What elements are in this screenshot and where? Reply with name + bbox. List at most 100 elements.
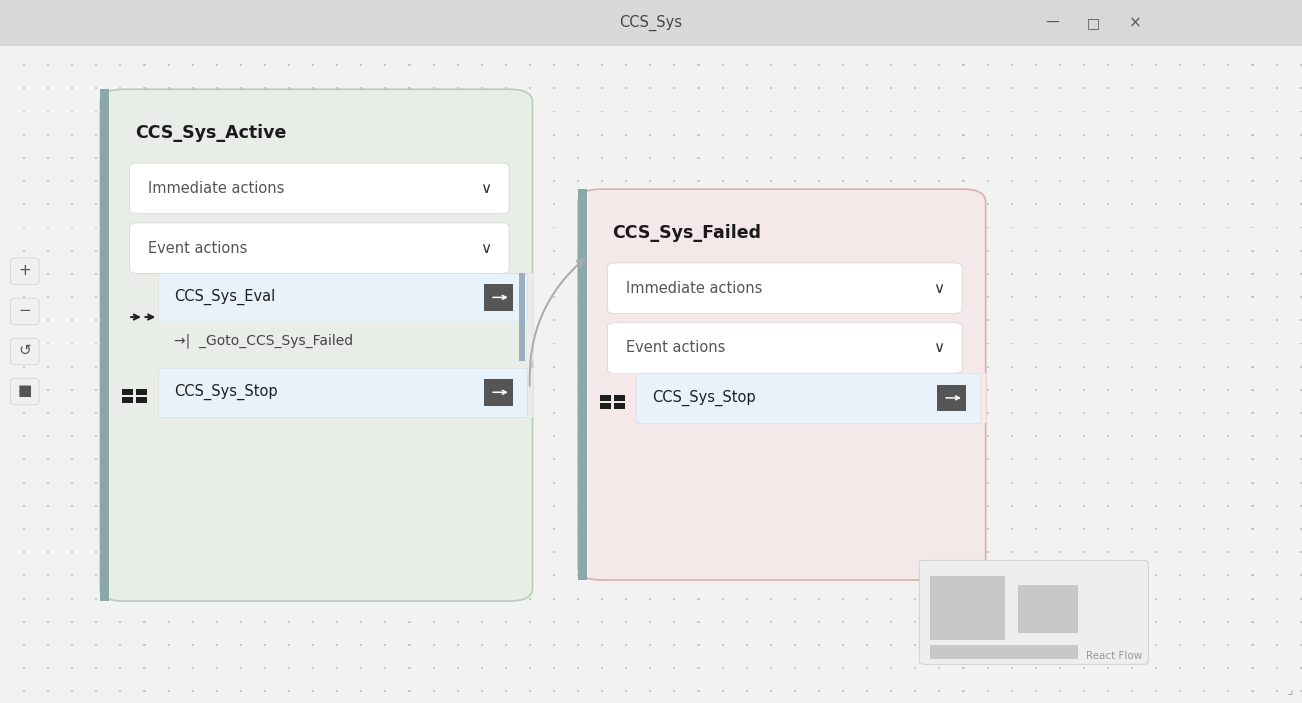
Bar <box>842 180 844 182</box>
Bar <box>650 226 651 228</box>
FancyBboxPatch shape <box>10 378 39 405</box>
Bar <box>288 551 290 553</box>
Bar <box>1251 157 1254 159</box>
Bar <box>457 389 458 391</box>
Bar <box>457 690 458 692</box>
Bar <box>721 87 724 89</box>
Bar <box>939 296 940 298</box>
Bar <box>1276 180 1277 182</box>
Text: Immediate actions: Immediate actions <box>626 280 762 296</box>
Bar <box>602 64 603 66</box>
Bar <box>650 87 651 89</box>
Bar <box>842 458 844 460</box>
Bar <box>602 621 603 623</box>
Bar <box>409 134 410 136</box>
Bar <box>602 319 603 321</box>
Bar <box>1131 273 1133 275</box>
Bar <box>240 621 242 623</box>
Bar <box>143 134 146 136</box>
Bar <box>1251 482 1254 484</box>
Bar <box>842 598 844 600</box>
Bar <box>891 64 892 66</box>
Bar <box>480 551 483 553</box>
Bar <box>336 157 339 159</box>
Bar <box>577 644 579 646</box>
Bar <box>480 319 483 321</box>
Bar <box>721 505 724 507</box>
Bar <box>721 342 724 344</box>
Bar <box>191 621 194 623</box>
Bar <box>553 319 555 321</box>
Bar <box>95 389 98 391</box>
Bar <box>191 87 194 89</box>
Bar <box>1083 482 1085 484</box>
Bar <box>95 157 98 159</box>
Bar <box>143 296 146 298</box>
Bar <box>1131 296 1133 298</box>
Bar <box>191 435 194 437</box>
Bar <box>1251 273 1254 275</box>
Bar <box>1203 157 1206 159</box>
Bar <box>818 574 820 576</box>
Bar <box>47 528 49 530</box>
Bar <box>384 250 387 252</box>
Bar <box>891 389 892 391</box>
Bar <box>95 134 98 136</box>
Bar <box>312 412 314 414</box>
Bar <box>120 389 121 391</box>
Bar <box>698 505 699 507</box>
Bar <box>264 412 266 414</box>
Bar <box>914 435 917 437</box>
Bar <box>962 319 965 321</box>
Bar <box>987 690 988 692</box>
Bar <box>336 667 339 669</box>
Bar <box>120 250 121 252</box>
Bar <box>120 180 121 182</box>
Bar <box>361 157 362 159</box>
Bar <box>625 482 628 484</box>
Bar <box>191 667 194 669</box>
Bar <box>122 389 133 395</box>
Bar <box>264 458 266 460</box>
Bar <box>602 551 603 553</box>
Bar <box>505 598 506 600</box>
Bar <box>384 319 387 321</box>
Bar <box>577 598 579 600</box>
Bar <box>818 458 820 460</box>
Bar <box>1276 528 1277 530</box>
Bar <box>47 342 49 344</box>
Bar <box>384 505 387 507</box>
Bar <box>746 87 747 89</box>
Bar <box>1059 319 1061 321</box>
Bar <box>1035 319 1036 321</box>
Bar <box>794 574 796 576</box>
FancyBboxPatch shape <box>130 163 509 214</box>
Bar <box>361 458 362 460</box>
Bar <box>866 598 868 600</box>
Bar <box>891 598 892 600</box>
Bar <box>769 621 772 623</box>
Bar <box>529 319 531 321</box>
Bar <box>673 64 676 66</box>
Bar <box>288 690 290 692</box>
Bar <box>1010 482 1013 484</box>
Bar <box>650 598 651 600</box>
Bar <box>1131 342 1133 344</box>
Bar <box>529 296 531 298</box>
Bar <box>1035 157 1036 159</box>
Bar <box>1010 644 1013 646</box>
FancyBboxPatch shape <box>10 298 39 325</box>
Bar <box>529 342 531 344</box>
Bar <box>529 157 531 159</box>
Bar <box>143 458 146 460</box>
Bar <box>384 644 387 646</box>
Text: Immediate actions: Immediate actions <box>148 181 284 196</box>
Bar <box>1035 528 1036 530</box>
Bar <box>939 551 940 553</box>
Bar <box>361 505 362 507</box>
Bar <box>361 134 362 136</box>
Bar <box>673 134 676 136</box>
Bar <box>1180 667 1181 669</box>
Bar <box>987 482 988 484</box>
Bar <box>602 598 603 600</box>
